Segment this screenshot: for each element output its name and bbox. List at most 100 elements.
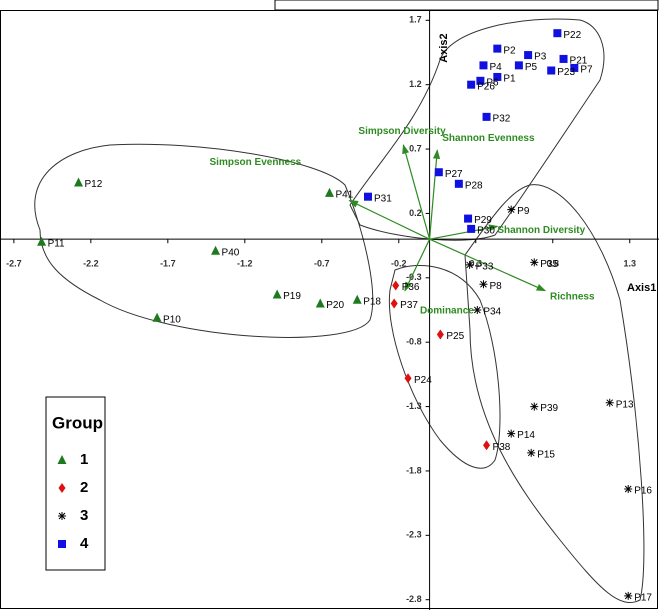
point-label: P29	[474, 215, 492, 226]
point-label: P39	[540, 403, 558, 414]
vector-label: Simpson Evenness	[210, 157, 302, 168]
top-box	[274, 0, 659, 11]
hull	[464, 184, 645, 603]
point-label: P15	[537, 450, 555, 461]
point-label: P9	[517, 206, 530, 217]
point	[352, 294, 362, 304]
point	[530, 258, 539, 267]
point-label: P1	[503, 74, 516, 85]
vector	[429, 224, 499, 240]
point-label: P7	[580, 65, 593, 76]
point-label: P22	[563, 30, 581, 41]
point	[493, 72, 502, 81]
x-tick-label: -1.2	[237, 259, 253, 269]
point	[527, 448, 536, 457]
point	[483, 440, 491, 451]
point-label: P10	[163, 314, 181, 325]
y-axis-label: Axis2	[438, 33, 450, 62]
y-tick-label: -0.8	[406, 337, 422, 347]
vector-label: Richness	[550, 291, 595, 302]
vector-label: Dominance	[420, 305, 474, 316]
vector-label: Shannon Diversity	[497, 225, 585, 236]
point-label: P35	[540, 259, 558, 270]
frame	[0, 10, 658, 609]
x-tick-label: -2.2	[83, 259, 99, 269]
point	[211, 245, 221, 255]
legend-label: 3	[80, 507, 88, 524]
legend-label: 1	[80, 451, 88, 468]
point-label: P11	[48, 238, 65, 249]
point-label: P36	[402, 282, 420, 293]
point	[467, 224, 476, 233]
point	[514, 61, 523, 70]
point-label: P38	[493, 442, 511, 453]
point-label: P32	[493, 114, 511, 125]
point	[553, 29, 562, 38]
x-tick-label: 1.3	[623, 259, 636, 269]
point-label: P19	[283, 291, 301, 302]
hull	[34, 143, 374, 338]
point-label: P26	[477, 81, 495, 92]
point-label: P12	[85, 179, 103, 190]
y-tick-label: -0.3	[406, 272, 422, 282]
y-tick-label: -1.3	[406, 401, 422, 411]
y-tick-label: -1.8	[406, 465, 422, 475]
point-label: P41	[336, 189, 354, 200]
legend-title: Group	[52, 413, 103, 432]
point-label: P31	[374, 193, 392, 204]
point-label: P24	[414, 375, 432, 386]
point-label: P18	[363, 296, 381, 307]
legend-box	[45, 396, 106, 571]
point	[473, 306, 482, 314]
point	[605, 398, 614, 407]
point	[467, 80, 476, 89]
point	[524, 51, 533, 60]
y-tick-label: 1.2	[409, 79, 422, 89]
y-tick-label: -2.8	[406, 594, 422, 604]
point	[507, 429, 516, 438]
point	[479, 61, 488, 70]
vector	[428, 149, 441, 240]
point	[454, 179, 463, 188]
point-label: P23	[557, 67, 575, 78]
legend-label: 2	[80, 479, 88, 496]
hull	[388, 264, 501, 469]
point	[436, 329, 444, 340]
point	[559, 54, 568, 63]
legend-marker	[58, 512, 66, 520]
point	[493, 44, 502, 53]
point	[272, 289, 282, 299]
vector	[348, 200, 430, 240]
point-label: P34	[483, 307, 501, 318]
point	[465, 260, 474, 269]
point-label: P30	[477, 226, 495, 237]
legend-marker	[57, 455, 67, 464]
point	[624, 591, 633, 600]
x-tick-label: 0.3	[470, 259, 483, 269]
point	[479, 280, 488, 289]
hulls	[34, 18, 645, 603]
x-tick-label: 0.8	[547, 259, 560, 269]
y-tick-label: -2.3	[406, 530, 422, 540]
point	[464, 214, 473, 223]
point-label: P3	[534, 52, 547, 63]
point	[315, 298, 325, 308]
point	[530, 402, 539, 411]
vector	[404, 238, 431, 292]
point-label: P28	[465, 180, 483, 191]
vector	[402, 144, 431, 240]
point	[37, 236, 47, 246]
point	[74, 177, 84, 187]
point-label: P40	[222, 247, 240, 258]
point-label: P25	[446, 331, 464, 342]
point-label: P4	[489, 62, 502, 73]
point	[390, 298, 398, 309]
legend-label: 4	[80, 535, 89, 552]
point	[476, 76, 485, 85]
x-tick-label: -0.2	[391, 259, 407, 269]
y-tick-label: 1.7	[409, 15, 422, 25]
vector-label: Shannon Evenness	[442, 133, 535, 144]
point-label: P13	[616, 399, 634, 410]
point	[624, 484, 633, 493]
